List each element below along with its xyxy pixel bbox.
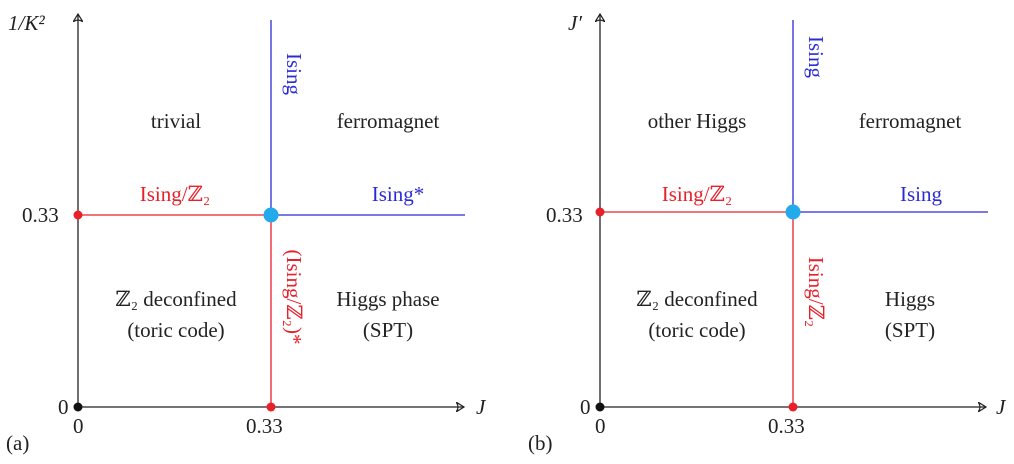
phase-bottom-left-2: (toric code) [127,318,224,342]
phase-bottom-right-2: (SPT) [885,318,935,342]
phase-top-right: ferromagnet [859,109,962,133]
y-axis-label: 1/K² [8,11,45,35]
multicritical-point [263,207,279,223]
panel-label: (b) [528,431,553,455]
phase-bottom-right-1: Higgs [885,287,935,311]
transition-upper-vertical: Ising [804,36,828,79]
phase-bottom-right-1: Higgs phase [336,287,439,311]
phase-bottom-right-2: (SPT) [363,318,413,342]
phase-bottom-left-1: ℤ₂ deconfined [115,287,237,311]
phase-top-left: trivial [151,109,201,133]
x-tick-0: 0 [595,414,606,438]
panel-label: (a) [6,431,29,455]
x-tick-point [788,402,798,412]
y-tick-033: 0.33 [546,203,583,227]
y-tick-point [595,207,605,217]
x-tick-033: 0.33 [768,414,805,438]
x-axis-label: J [996,395,1007,419]
y-axis-label: J′ [568,11,582,35]
x-tick-point [266,402,276,412]
y-tick-0: 0 [58,395,69,419]
y-tick-033: 0.33 [22,203,59,227]
y-tick-0: 0 [580,395,591,419]
phase-top-left: other Higgs [648,109,747,133]
transition-left-horizontal: Ising/ℤ₂ [140,182,211,206]
panel-a: 1/K² J 0 0.33 0 0.33 (a) trivial ferroma… [6,11,487,455]
transition-right-horizontal: Ising [900,182,943,206]
panel-b: J′ J 0 0.33 0 0.33 (b) other Higgs ferro… [528,11,1007,455]
phase-bottom-left-2: (toric code) [648,318,745,342]
phase-top-right: ferromagnet [337,109,440,133]
transition-lower-vertical: (Ising/ℤ₂)* [282,250,306,345]
x-tick-0: 0 [73,414,84,438]
multicritical-point [785,204,801,220]
origin-point [73,402,83,412]
y-tick-point [73,210,83,220]
origin-point [595,402,605,412]
x-tick-033: 0.33 [246,414,283,438]
transition-left-horizontal: Ising/ℤ₂ [662,182,733,206]
transition-right-horizontal: Ising* [372,182,425,206]
transition-lower-vertical: Ising/ℤ₂ [804,257,828,328]
phase-bottom-left-1: ℤ₂ deconfined [636,287,758,311]
transition-upper-vertical: Ising [282,53,306,96]
x-axis-label: J [476,395,487,419]
